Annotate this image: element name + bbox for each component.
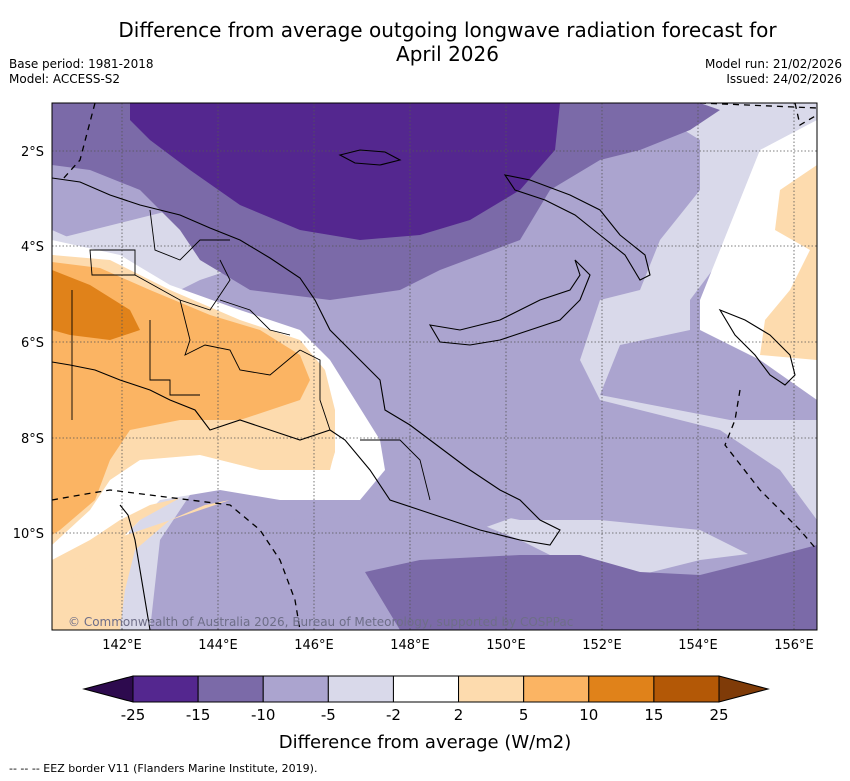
- colorbar-tick-label: 5: [519, 706, 529, 724]
- eez-border-nw: [61, 103, 96, 181]
- band-10-15: [52, 270, 140, 340]
- base-period: Base period: 1981-2018: [9, 57, 154, 71]
- colorbar-tick-label: 25: [709, 706, 728, 724]
- band-2-5-east: [760, 165, 817, 360]
- band-below-neg15: [130, 103, 560, 240]
- model-run: Model run: 21/02/2026: [704, 57, 842, 71]
- meta-left: Base period: 1981-2018 Model: ACCESS-S2: [9, 57, 154, 87]
- colorbar-segments: [132, 675, 720, 703]
- new-britain-coast: [428, 259, 591, 346]
- colorbar-tick-label: -2: [386, 706, 401, 724]
- lon-label-148e: 148°E: [390, 638, 430, 653]
- colorbar-tick-label: -10: [251, 706, 276, 724]
- colorbar-segment: [458, 675, 525, 703]
- map-frame: [51, 102, 818, 631]
- australia-coast: [119, 504, 151, 630]
- eez-border-south: [52, 489, 301, 630]
- colorbar-extend-low: [82, 675, 134, 703]
- eez-border-se: [724, 389, 817, 551]
- issued-date: Issued: 24/02/2026: [726, 72, 842, 86]
- colorbar-tick-label: 2: [454, 706, 464, 724]
- title-line-2: April 2026: [396, 42, 499, 66]
- colorbar-segment: [132, 675, 199, 703]
- lat-label-2s: 2°S: [21, 145, 44, 160]
- eez-legend-note: -- -- -- EEZ border V11 (Flanders Marine…: [9, 762, 318, 775]
- colorbar-tick-label: 10: [579, 706, 598, 724]
- copyright-notice: © Commonwealth of Australia 2026, Bureau…: [68, 615, 573, 629]
- map-area: [52, 103, 817, 630]
- colorbar-segment: [588, 675, 655, 703]
- lat-label-6s: 6°S: [21, 336, 44, 351]
- colorbar-tick-label: -15: [186, 706, 211, 724]
- colorbar-extend-high: [718, 675, 770, 703]
- gridlines: [52, 103, 817, 630]
- colorbar-segment: [327, 675, 394, 703]
- colorbar-tick-label: -5: [321, 706, 336, 724]
- lon-label-144e: 144°E: [198, 638, 238, 653]
- meta-right: Model run: 21/02/2026 Issued: 24/02/2026: [705, 57, 842, 87]
- eez-border-ne: [699, 103, 817, 109]
- colorbar-segment: [262, 675, 329, 703]
- colorbar-label: Difference from average (W/m2): [279, 732, 571, 753]
- coastlines: [52, 149, 796, 630]
- band-neg15-neg10-nw: [52, 103, 130, 155]
- new-guinea-coast: [52, 177, 561, 546]
- lon-label-154e: 154°E: [678, 638, 718, 653]
- lon-label-146e: 146°E: [294, 638, 334, 653]
- title-line-1: Difference from average outgoing longwav…: [118, 18, 777, 42]
- colorbar-segment: [653, 675, 720, 703]
- colorbar-ticks: -25 -15 -10 -5 -2 2 5 10 15 25: [121, 706, 729, 724]
- colorbar-segment: [197, 675, 264, 703]
- colorbar: -25 -15 -10 -5 -2 2 5 10 15 25 Difference from av…: [82, 675, 770, 753]
- manus-coast: [338, 149, 402, 166]
- eez-border-ne2: [794, 103, 817, 127]
- lat-label-4s: 4°S: [21, 240, 44, 255]
- lon-label-156e: 156°E: [774, 638, 814, 653]
- bougainville-coast: [718, 308, 796, 386]
- map-title: Difference from average outgoing longwav…: [0, 18, 850, 66]
- colorbar-segment: [523, 675, 590, 703]
- colorbar-tick-label: 15: [644, 706, 663, 724]
- province-borders: [71, 209, 431, 501]
- band-neg15-neg10-south: [365, 545, 817, 630]
- lat-labels: 2°S 4°S 6°S 8°S 10°S: [13, 145, 44, 542]
- lat-label-10s: 10°S: [13, 527, 44, 542]
- new-ireland-coast: [503, 174, 651, 281]
- eez-borders: [52, 103, 817, 630]
- model-name: Model: ACCESS-S2: [9, 72, 121, 86]
- colorbar-segment: [392, 675, 460, 703]
- lon-labels: 142°E 144°E 146°E 148°E 150°E 152°E 154°…: [102, 638, 814, 653]
- lon-label-142e: 142°E: [102, 638, 142, 653]
- band-2-5-sw: [52, 498, 180, 590]
- lon-label-152e: 152°E: [582, 638, 622, 653]
- lon-label-150e: 150°E: [486, 638, 526, 653]
- lat-label-8s: 8°S: [21, 432, 44, 447]
- colorbar-tick-label: -25: [121, 706, 146, 724]
